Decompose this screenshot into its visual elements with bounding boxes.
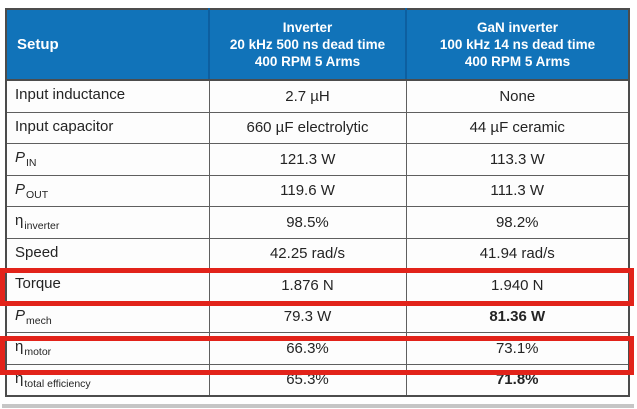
row-label-cell: Torque — [5, 269, 210, 302]
inverter-value-cell: 65.3% — [208, 363, 407, 397]
row-label: Input inductance — [15, 86, 126, 104]
row-label-subscript: inverter — [24, 220, 60, 233]
row-label-subscript: motor — [24, 346, 52, 359]
inverter-header-cell: Inverter 20 kHz 500 ns dead time 400 RPM… — [208, 9, 406, 81]
setup-header-cell: Setup — [6, 9, 209, 81]
inverter-value-cell: 121.3 W — [208, 143, 407, 176]
row-speed: Speed 42.25 rad/s 41.94 rad/s — [5, 237, 630, 270]
gan-value-cell: 71.8% — [405, 363, 630, 397]
row-label: Input capacitor — [15, 117, 114, 135]
row-eta-total-efficiency: ηtotal efficiency 65.3% 71.8% — [5, 363, 630, 397]
row-label-cell: ηmotor — [5, 332, 210, 365]
row-label-cell: Input capacitor — [5, 111, 210, 144]
table-body: Input inductance 2.7 µH None Input capac… — [5, 79, 630, 397]
gan-header-line2: 100 kHz 14 ns dead time — [439, 37, 596, 52]
inverter-header-line1: Inverter — [282, 20, 333, 35]
gan-header-cell: GaN inverter 100 kHz 14 ns dead time 400… — [405, 9, 629, 81]
inverter-value-cell: 119.6 W — [208, 174, 407, 207]
row-label: Torque — [15, 275, 61, 293]
table-header: Setup Inverter 20 kHz 500 ns dead time 4… — [6, 9, 629, 81]
gan-value-cell: 98.2% — [405, 206, 630, 239]
table-bottom-shadow — [2, 404, 634, 408]
gan-value-cell: 113.3 W — [405, 143, 630, 176]
inverter-value-cell: 79.3 W — [208, 300, 407, 333]
inverter-value-cell: 1.876 N — [208, 269, 407, 302]
row-label: P — [15, 306, 26, 324]
row-label-subscript: mech — [26, 314, 52, 327]
row-label-subscript: total efficiency — [24, 377, 91, 390]
gan-value-cell: 81.36 W — [405, 300, 630, 333]
row-p-in: PIN 121.3 W 113.3 W — [5, 143, 630, 176]
row-label-cell: ηinverter — [5, 206, 210, 239]
row-label-cell: Input inductance — [5, 79, 210, 113]
row-label-cell: Speed — [5, 237, 210, 270]
row-label-cell: POUT — [5, 174, 210, 207]
row-label: η — [15, 338, 24, 356]
inverter-header-line2: 20 kHz 500 ns dead time — [229, 37, 386, 52]
gan-header-line1: GaN inverter — [476, 20, 559, 35]
row-label-cell: PIN — [5, 143, 210, 176]
gan-value-cell: 73.1% — [405, 332, 630, 365]
gan-header-line3: 400 RPM 5 Arms — [464, 54, 571, 69]
row-label: P — [15, 180, 26, 198]
row-label-subscript: IN — [26, 157, 37, 170]
row-label: P — [15, 149, 26, 167]
comparison-table: Setup Inverter 20 kHz 500 ns dead time 4… — [5, 8, 630, 397]
row-label-subscript: OUT — [26, 188, 49, 201]
header-row: Setup Inverter 20 kHz 500 ns dead time 4… — [6, 9, 629, 81]
gan-value-cell: None — [405, 79, 630, 113]
row-label-cell: ηtotal efficiency — [5, 363, 210, 397]
inverter-value-cell: 660 µF electrolytic — [208, 111, 407, 144]
row-label: η — [15, 369, 24, 387]
inverter-value-cell: 66.3% — [208, 332, 407, 365]
row-p-mech: Pmech 79.3 W 81.36 W — [5, 300, 630, 333]
row-input-inductance: Input inductance 2.7 µH None — [5, 79, 630, 113]
inverter-value-cell: 2.7 µH — [208, 79, 407, 113]
inverter-value-cell: 42.25 rad/s — [208, 237, 407, 270]
row-label-cell: Pmech — [5, 300, 210, 333]
gan-value-cell: 1.940 N — [405, 269, 630, 302]
setup-header-label: Setup — [17, 36, 59, 53]
inverter-header-line3: 400 RPM 5 Arms — [254, 54, 361, 69]
gan-value-cell: 41.94 rad/s — [405, 237, 630, 270]
row-p-out: POUT 119.6 W 111.3 W — [5, 174, 630, 207]
row-label: η — [15, 212, 24, 230]
inverter-value-cell: 98.5% — [208, 206, 407, 239]
row-label: Speed — [15, 243, 59, 261]
row-input-capacitor: Input capacitor 660 µF electrolytic 44 µ… — [5, 111, 630, 144]
gan-value-cell: 44 µF ceramic — [405, 111, 630, 144]
gan-value-cell: 111.3 W — [405, 174, 630, 207]
row-torque: Torque 1.876 N 1.940 N — [5, 269, 630, 302]
row-eta-inverter: ηinverter 98.5% 98.2% — [5, 206, 630, 239]
row-eta-motor: ηmotor 66.3% 73.1% — [5, 332, 630, 365]
